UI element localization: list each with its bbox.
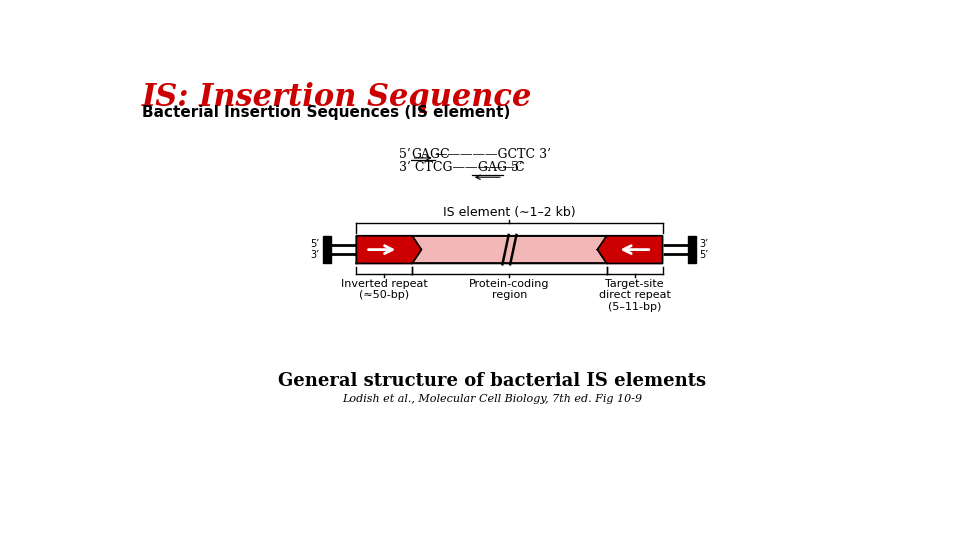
Text: 3’ CTCG—————C: 3’ CTCG—————C [399, 161, 524, 174]
Polygon shape [356, 236, 421, 264]
Bar [324, 236, 331, 264]
Text: 5’: 5’ [311, 239, 320, 249]
FancyBboxPatch shape [412, 236, 607, 264]
Text: IS: Insertion Sequence: IS: Insertion Sequence [142, 82, 532, 113]
Polygon shape [597, 236, 662, 264]
Text: GAG 5’: GAG 5’ [478, 161, 523, 174]
Bar [688, 236, 696, 264]
Text: 3’: 3’ [699, 239, 708, 249]
Text: Protein-coding
region: Protein-coding region [469, 279, 550, 300]
Text: IS element (∼1–2 kb): IS element (∼1–2 kb) [444, 206, 576, 219]
Text: —————GCTC 3’: —————GCTC 3’ [435, 148, 551, 161]
Text: GAGC: GAGC [412, 148, 450, 161]
Text: Lodish et al., Molecular Cell Biology, 7th ed. Fig 10-9: Lodish et al., Molecular Cell Biology, 7… [342, 394, 642, 404]
Text: 5’: 5’ [699, 250, 708, 260]
Text: Target-site
direct repeat
(5–11-bp): Target-site direct repeat (5–11-bp) [599, 279, 670, 312]
Text: Inverted repeat
(≈50-bp): Inverted repeat (≈50-bp) [341, 279, 427, 300]
Text: Bacterial Insertion Sequences (IS element): Bacterial Insertion Sequences (IS elemen… [142, 105, 510, 120]
Text: 5’: 5’ [399, 148, 415, 161]
Text: General structure of bacterial IS elements: General structure of bacterial IS elemen… [278, 372, 706, 390]
Text: 3’: 3’ [311, 250, 320, 260]
